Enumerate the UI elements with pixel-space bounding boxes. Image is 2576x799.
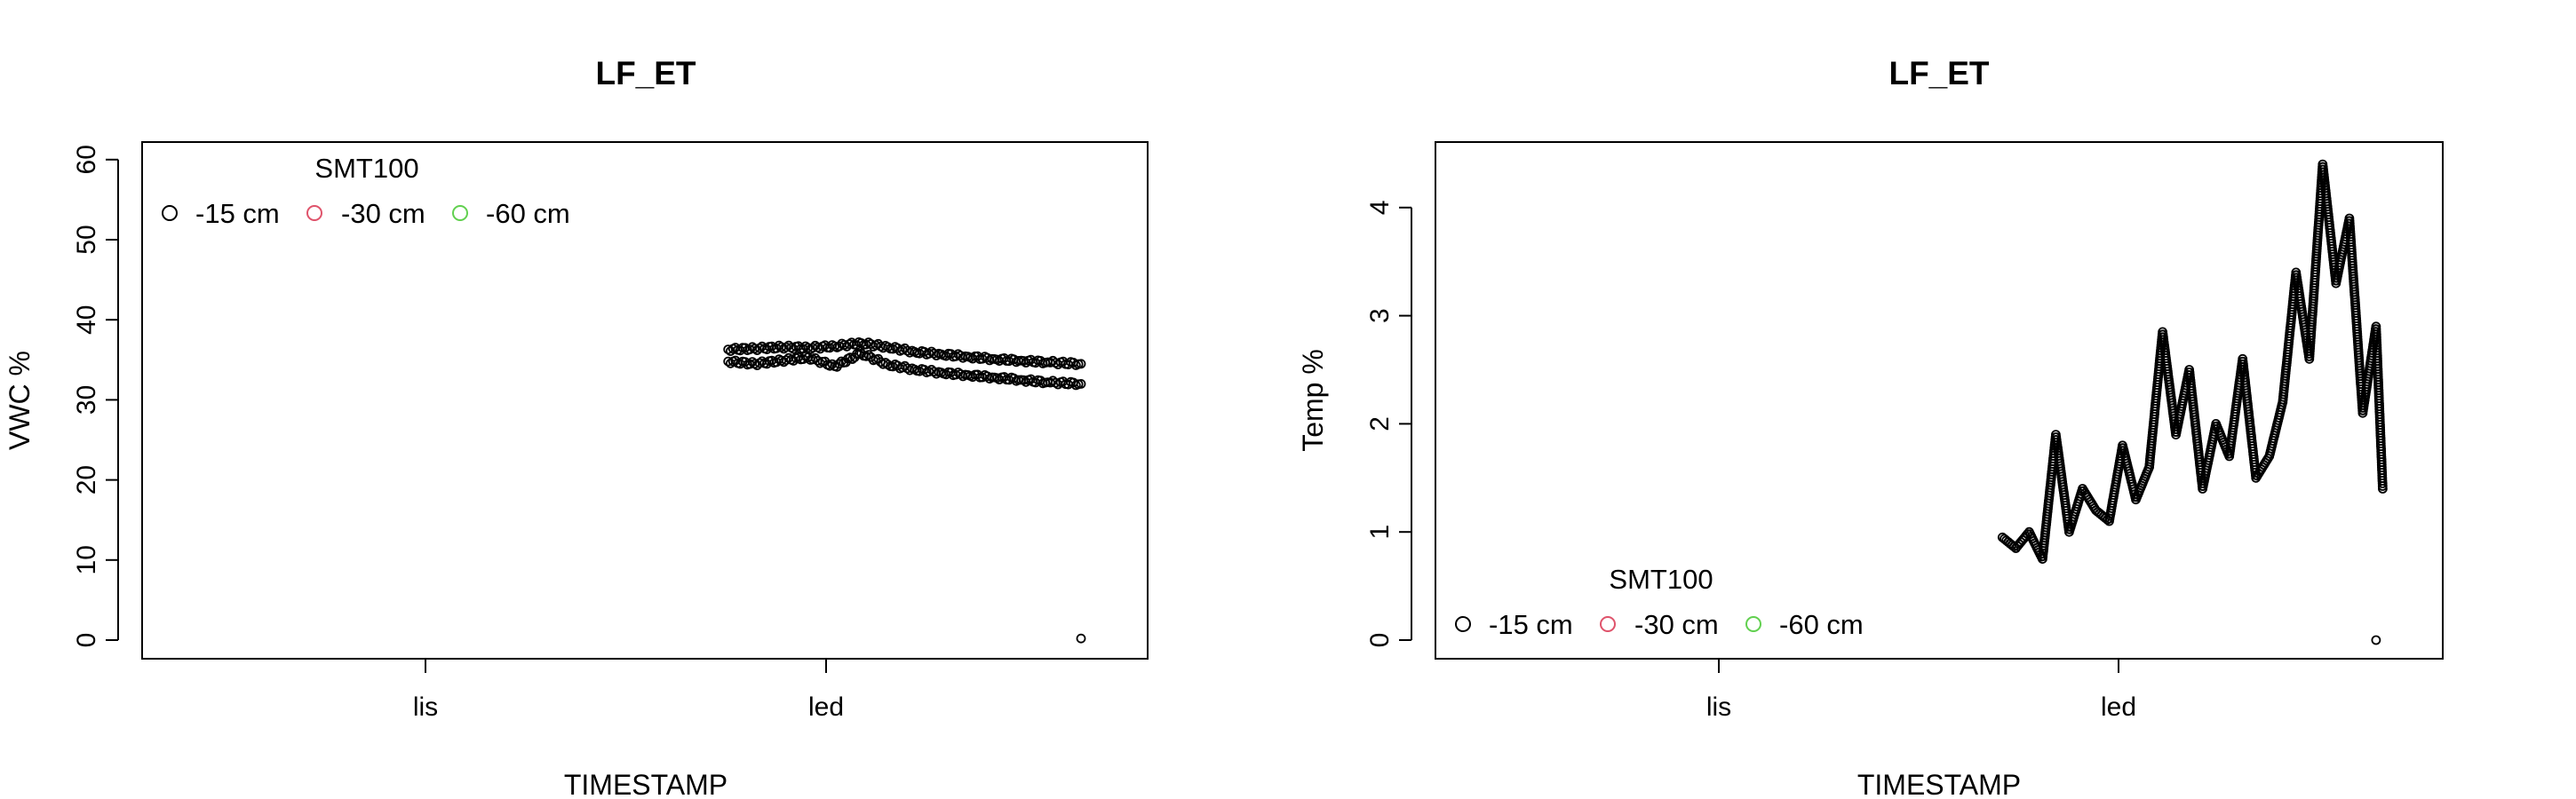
legend-label-60cm: -60 cm [486,198,570,229]
legend-marker-15cm [162,205,178,221]
legend-marker-30cm [306,205,322,221]
data-point [810,352,821,363]
data-point [834,359,845,369]
chart-title: LF_ET [595,55,696,91]
legend-label-30cm: -30 cm [1634,609,1719,640]
y-axis-label: VWC % [4,351,36,450]
y-tick-label: 10 [72,545,101,574]
x-tick-label: led [2101,692,2136,722]
plot-frame [1435,141,2444,660]
legend-title: SMT100 [314,153,418,184]
data-point [2008,542,2019,552]
y-tick-label: 0 [72,633,101,648]
y-axis: 0 1 2 3 4 [1365,200,1412,648]
x-tick-label: lis [413,692,438,722]
legend-marker-60cm [1745,616,1761,632]
y-axis: 0 10 20 30 40 50 60 [72,145,119,648]
y-tick-label: 0 [1365,633,1395,648]
x-axis-label: TIMESTAMP [564,769,727,799]
data-point [2371,635,2381,645]
y-axis-label: Temp % [1297,349,1329,452]
data-points [723,336,1086,644]
legend: SMT100 -15 cm -30 cm -60 cm [1455,564,1864,640]
legend-label-30cm: -30 cm [341,198,425,229]
data-point [1076,359,1086,369]
legend-marker-15cm [1455,616,1471,632]
x-axis-label: TIMESTAMP [1857,769,2021,799]
legend-label-15cm: -15 cm [195,198,280,229]
x-tick-label: lis [1706,692,1731,722]
data-point [1076,378,1086,389]
legend-label-15cm: -15 cm [1489,609,1573,640]
data-point [863,350,874,360]
y-tick-label: 1 [1365,525,1395,540]
x-axis: lis led [413,659,844,722]
y-tick-label: 3 [1365,308,1395,323]
chart-title: LF_ET [1888,55,1989,91]
y-tick-label: 40 [72,305,101,335]
data-points [1997,159,2388,645]
y-tick-label: 4 [1365,200,1395,215]
y-tick-label: 60 [72,145,101,174]
plot-frame [141,141,1149,660]
y-tick-label: 50 [72,225,101,254]
data-point [2377,484,2388,494]
panel-temp: LF_ET 0 1 2 3 4 lis led Temp % TIMESTAMP SMT1… [1297,55,2444,799]
legend-label-60cm: -60 cm [1779,609,1864,640]
x-axis: lis led [1706,659,2136,722]
legend-marker-30cm [1600,616,1616,632]
x-tick-label: led [808,692,844,722]
legend-marker-60cm [452,205,468,221]
legend: SMT100 -15 cm -30 cm -60 cm [162,153,570,229]
data-point [1076,633,1086,644]
y-tick-label: 20 [72,465,101,494]
panel-vwc: LF_ET 0 10 20 30 40 50 60 lis led VWC % TIMESTA… [4,55,1149,799]
y-tick-label: 2 [1365,416,1395,431]
data-point [827,359,838,369]
legend-title: SMT100 [1609,564,1713,595]
y-tick-label: 30 [72,385,101,415]
